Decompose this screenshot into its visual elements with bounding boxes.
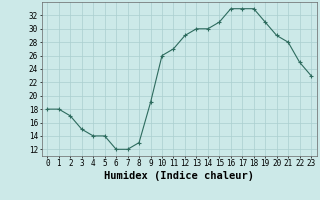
X-axis label: Humidex (Indice chaleur): Humidex (Indice chaleur) (104, 171, 254, 181)
